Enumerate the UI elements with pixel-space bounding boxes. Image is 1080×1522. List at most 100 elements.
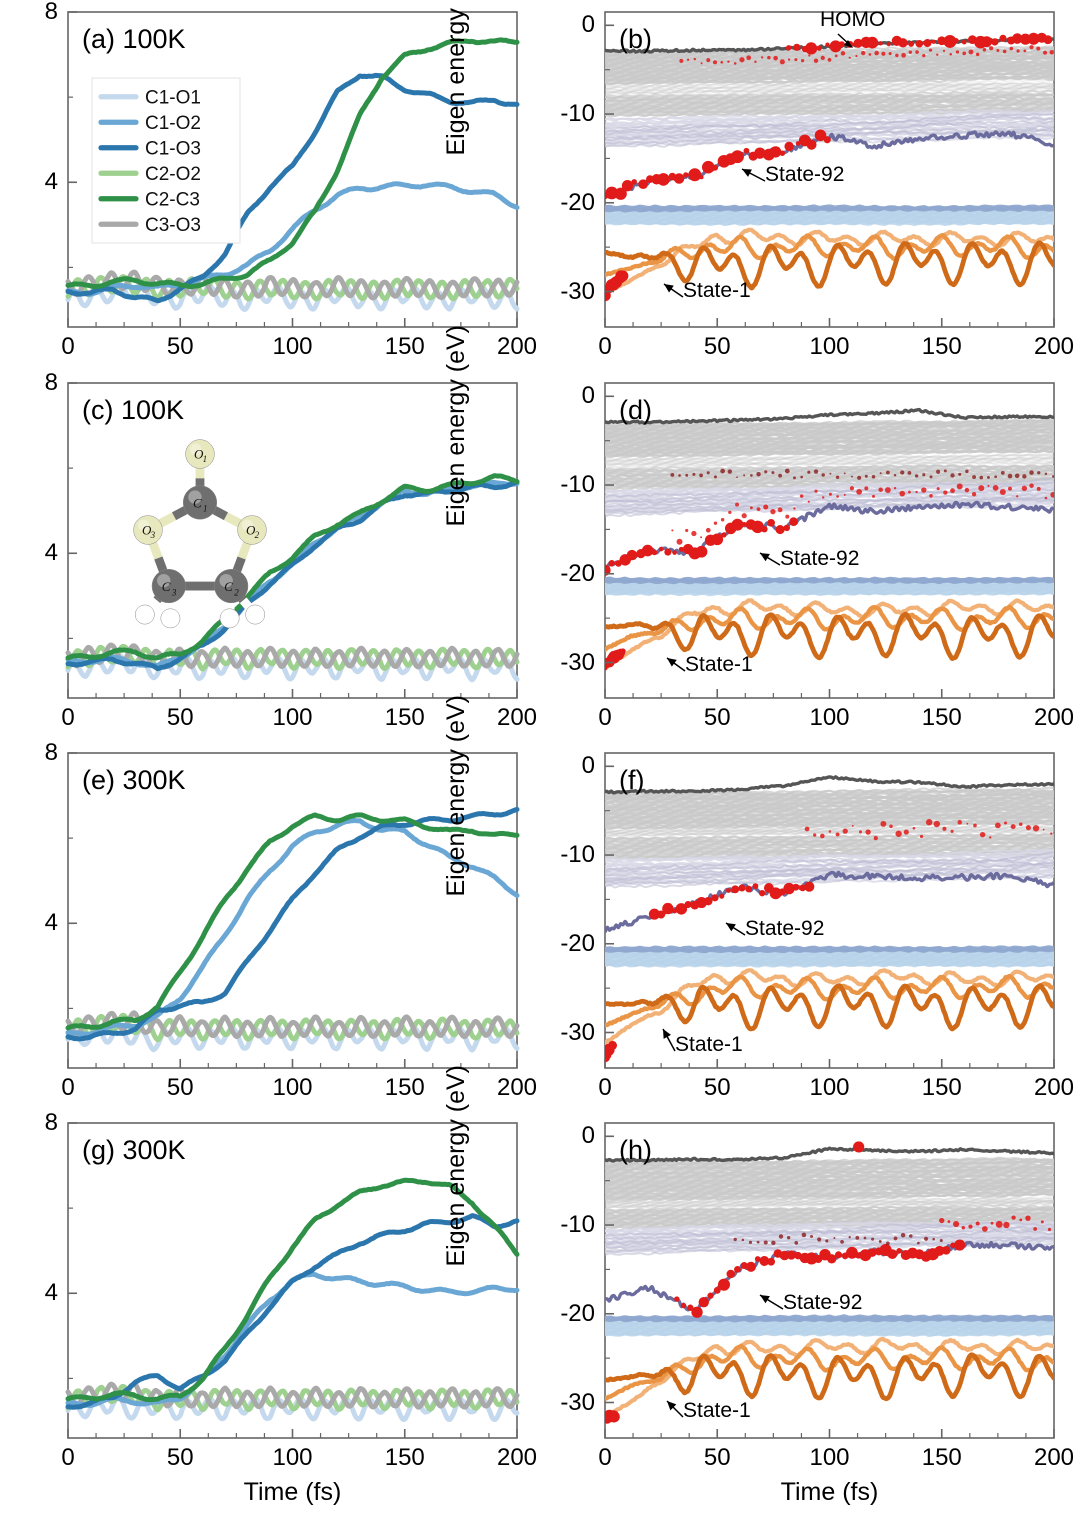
state-marker-small <box>843 828 848 833</box>
state-marker-small <box>841 51 846 56</box>
state-marker-small <box>1045 473 1047 475</box>
y-tick-label: -10 <box>560 100 595 128</box>
state-marker-small <box>788 58 790 60</box>
state-1-annotation-label: State-1 <box>683 279 751 302</box>
state-marker-small <box>1016 49 1019 52</box>
state-marker <box>719 894 724 899</box>
state-marker-small <box>785 469 790 474</box>
state-marker-small <box>929 475 932 478</box>
x-tick-label: 200 <box>497 333 537 361</box>
state-marker <box>824 136 831 143</box>
band-bundle <box>605 578 1054 583</box>
y-tick-label: -30 <box>560 1019 595 1047</box>
state-marker <box>898 38 907 47</box>
state-marker-small <box>996 1221 1003 1228</box>
state-marker-small <box>849 57 851 59</box>
state-marker-small <box>736 476 738 478</box>
state-marker-small <box>756 472 760 476</box>
state-marker-small <box>793 476 796 479</box>
state-marker-small <box>820 834 825 839</box>
state-marker-small <box>1008 487 1012 491</box>
state-marker-small <box>909 50 912 53</box>
y-tick-label: -20 <box>560 1300 595 1328</box>
state-marker-small <box>779 1234 783 1238</box>
state-92-annotation-label: State-92 <box>783 1291 862 1314</box>
state-1-annotation: State-1 <box>663 1029 743 1056</box>
state-marker-small <box>835 55 838 58</box>
state-marker <box>827 1254 836 1263</box>
state-marker <box>962 40 967 45</box>
state-marker-small <box>1022 474 1026 478</box>
state-marker <box>652 550 658 556</box>
y-tick-label: 4 <box>45 1279 58 1307</box>
state-marker <box>835 1251 842 1258</box>
state-marker <box>916 40 924 48</box>
state-marker-small <box>1037 471 1040 474</box>
state-marker-small <box>950 488 955 493</box>
state-marker-small <box>993 485 999 491</box>
state-marker-small <box>785 515 789 519</box>
state-marker-small <box>980 832 985 837</box>
state-marker-small <box>685 474 688 477</box>
state-marker <box>999 35 1006 42</box>
y-axis-title-eigen: Eigen energy (eV) <box>442 0 471 155</box>
state-marker <box>683 172 688 177</box>
state-marker-small <box>1025 1215 1030 1220</box>
state-marker-small <box>1008 474 1013 479</box>
state-marker <box>789 517 798 526</box>
state-marker-small <box>1016 495 1018 497</box>
state-marker <box>908 41 914 47</box>
state-marker-small <box>924 1237 928 1241</box>
y-tick-label: 8 <box>45 0 58 26</box>
panel-tag-g: (g) 300K <box>82 1135 186 1165</box>
state-marker-small <box>1000 489 1006 495</box>
state-marker-small <box>915 474 918 477</box>
state-marker <box>627 550 637 560</box>
state-marker <box>807 140 817 150</box>
state-marker <box>704 897 712 905</box>
state-marker-small <box>720 469 725 474</box>
state-marker-small <box>694 58 696 60</box>
y-tick-label: 0 <box>582 11 595 39</box>
state-marker-small <box>956 50 959 53</box>
y-tick-label: -10 <box>560 471 595 499</box>
state-marker-small <box>851 476 853 478</box>
state-marker <box>731 150 744 163</box>
x-tick-label: 150 <box>922 333 962 361</box>
state-marker-small <box>864 486 868 490</box>
band-bundle <box>605 206 1054 212</box>
state-marker-small <box>962 52 966 56</box>
state-marker <box>786 45 792 51</box>
state-marker <box>691 1307 702 1318</box>
state-marker-small <box>966 823 968 825</box>
state-marker <box>931 40 935 44</box>
panel-f: (f) State-92 State-1 <box>605 753 1054 1068</box>
state-marker <box>776 525 785 534</box>
state-marker-small <box>763 505 768 510</box>
state-marker-small <box>773 56 778 61</box>
state-marker-small <box>742 513 747 518</box>
x-tick-label: 150 <box>385 1444 425 1472</box>
state-92-annotation-label: State-92 <box>765 163 844 186</box>
state-1-annotation-label: State-1 <box>675 1033 743 1056</box>
state-marker-small <box>749 1241 752 1244</box>
state-marker-small <box>828 58 832 62</box>
state-marker-small <box>840 1240 844 1244</box>
molecule-atom-sub: 1 <box>203 454 208 464</box>
x-tick-label: 100 <box>272 1444 312 1472</box>
molecule-atom-sub: 1 <box>203 504 208 514</box>
state-marker-small <box>899 491 905 497</box>
state-marker <box>712 165 718 171</box>
x-tick-label: 0 <box>598 1074 611 1102</box>
state-marker-small <box>1048 1228 1051 1231</box>
state-marker-small <box>720 61 723 64</box>
state-marker-small <box>687 59 689 61</box>
state-marker-small <box>742 1239 745 1242</box>
state-marker-small <box>1029 470 1034 475</box>
state-marker-small <box>978 485 984 491</box>
state-marker-small <box>973 824 977 828</box>
state-marker <box>699 175 703 179</box>
